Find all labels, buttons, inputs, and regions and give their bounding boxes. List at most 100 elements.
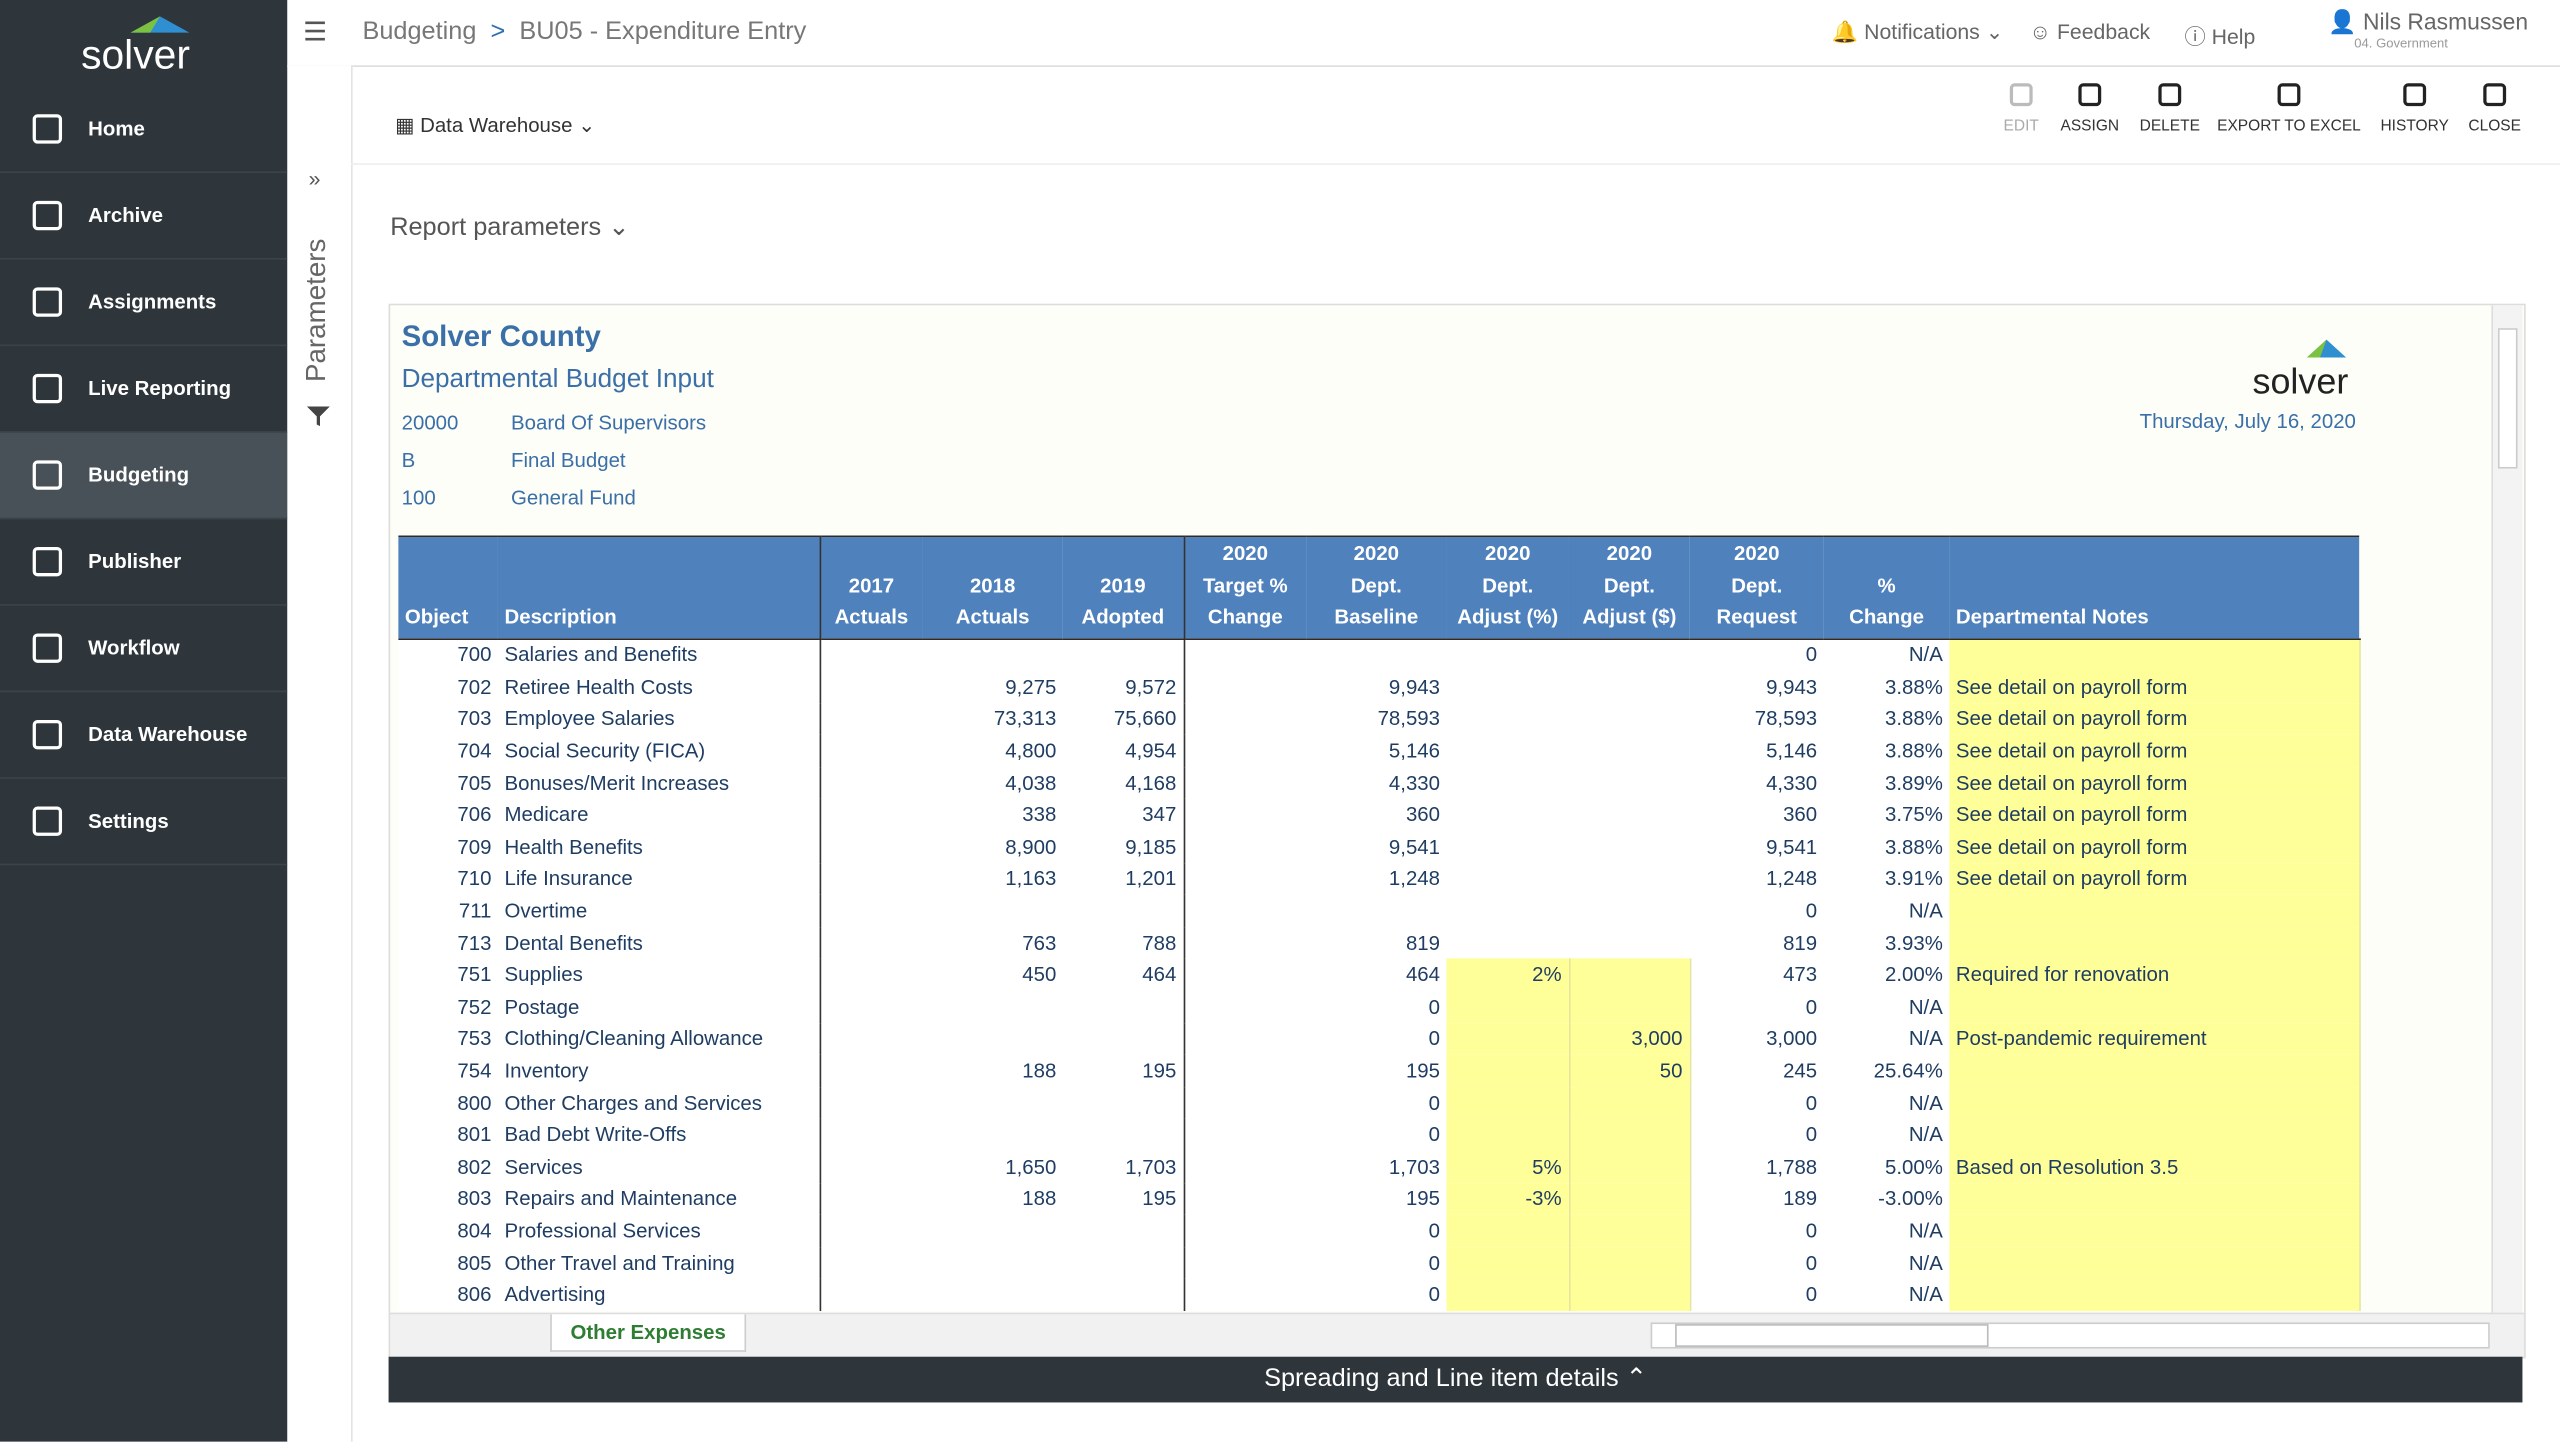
- table-cell[interactable]: 819: [1689, 927, 1824, 960]
- table-cell[interactable]: [1568, 895, 1690, 928]
- table-cell[interactable]: Based on Resolution 3.5: [1949, 1151, 2360, 1184]
- source-select[interactable]: ▦ Data Warehouse ⌄: [395, 114, 596, 138]
- table-cell[interactable]: [1446, 1119, 1570, 1152]
- table-cell[interactable]: 189: [1689, 1183, 1824, 1215]
- table-cell[interactable]: [1446, 1278, 1570, 1311]
- nav-item[interactable]: Data Warehouse: [0, 692, 288, 779]
- table-cell[interactable]: See detail on payroll form: [1949, 767, 2360, 800]
- table-cell[interactable]: N/A: [1823, 1087, 1950, 1120]
- table-cell[interactable]: 3.88%: [1823, 735, 1950, 768]
- table-cell[interactable]: -3.00%: [1823, 1183, 1950, 1215]
- table-cell[interactable]: [1568, 1119, 1691, 1152]
- table-cell[interactable]: Post-pandemic requirement: [1949, 1023, 2360, 1056]
- table-cell[interactable]: [1568, 1246, 1691, 1279]
- table-cell[interactable]: [1949, 1055, 2360, 1088]
- table-cell[interactable]: 0: [1689, 1087, 1824, 1120]
- table-cell[interactable]: [1568, 927, 1690, 960]
- table-cell[interactable]: [1446, 703, 1569, 736]
- nav-item[interactable]: Budgeting: [0, 432, 288, 520]
- table-cell[interactable]: N/A: [1823, 1023, 1950, 1056]
- table-cell[interactable]: [1446, 863, 1569, 896]
- table-cell[interactable]: [1949, 1183, 2360, 1215]
- table-cell[interactable]: [1568, 735, 1690, 768]
- v-scrollbar[interactable]: [2491, 305, 2523, 1315]
- nav-item[interactable]: Live Reporting: [0, 346, 288, 433]
- table-cell[interactable]: [1949, 638, 2360, 672]
- table-cell[interactable]: [1568, 1151, 1691, 1184]
- table-cell[interactable]: 2.00%: [1823, 959, 1950, 992]
- nav-item[interactable]: Publisher: [0, 519, 288, 606]
- table-cell[interactable]: N/A: [1823, 638, 1950, 672]
- table-cell[interactable]: [1446, 671, 1569, 704]
- table-cell[interactable]: See detail on payroll form: [1949, 735, 2360, 768]
- toolbar-action[interactable]: ASSIGN: [2016, 82, 2163, 136]
- table-cell[interactable]: [1446, 831, 1569, 864]
- nav-item[interactable]: Assignments: [0, 260, 288, 347]
- table-cell[interactable]: 3.89%: [1823, 767, 1950, 800]
- table-cell[interactable]: 0: [1689, 1246, 1824, 1279]
- table-cell[interactable]: [1446, 927, 1569, 960]
- table-cell[interactable]: N/A: [1823, 1246, 1950, 1279]
- help[interactable]: ⓘ Help: [2184, 24, 2256, 49]
- parameters-label[interactable]: Parameters: [300, 238, 332, 383]
- table-cell[interactable]: [1446, 1087, 1570, 1120]
- table-cell[interactable]: See detail on payroll form: [1949, 671, 2360, 704]
- menu-icon[interactable]: [304, 20, 327, 43]
- table-cell[interactable]: [1446, 799, 1569, 832]
- table-cell[interactable]: [1568, 671, 1690, 704]
- nav-item[interactable]: Archive: [0, 173, 288, 260]
- feedback[interactable]: ☺ Feedback: [2029, 19, 2151, 45]
- table-cell[interactable]: [1568, 863, 1690, 896]
- table-cell[interactable]: [1568, 703, 1690, 736]
- table-cell[interactable]: [1568, 638, 1690, 672]
- table-cell[interactable]: 25.64%: [1823, 1055, 1950, 1088]
- table-cell[interactable]: 1,248: [1689, 863, 1824, 896]
- table-cell[interactable]: 3.75%: [1823, 799, 1950, 832]
- toolbar-action[interactable]: EXPORT TO EXCEL: [2216, 82, 2363, 136]
- table-cell[interactable]: [1568, 959, 1691, 992]
- nav-item[interactable]: Settings: [0, 779, 288, 866]
- table-cell[interactable]: [1446, 735, 1569, 768]
- table-cell[interactable]: [1446, 638, 1569, 672]
- table-cell[interactable]: See detail on payroll form: [1949, 831, 2360, 864]
- crumb[interactable]: Budgeting: [362, 17, 477, 46]
- table-cell[interactable]: See detail on payroll form: [1949, 863, 2360, 896]
- notifications[interactable]: 🔔 Notifications ⌄: [1831, 19, 2004, 45]
- table-cell[interactable]: 50: [1568, 1055, 1691, 1088]
- user[interactable]: 👤 Nils Rasmussen 04. Government: [2328, 8, 2529, 51]
- table-cell[interactable]: 360: [1689, 799, 1824, 832]
- filter-icon[interactable]: [305, 405, 331, 428]
- toolbar-action[interactable]: DELETE: [2096, 82, 2243, 136]
- nav-item[interactable]: Workflow: [0, 606, 288, 693]
- table-cell[interactable]: 473: [1689, 959, 1824, 992]
- table-cell[interactable]: [1568, 1183, 1691, 1215]
- table-cell[interactable]: -3%: [1446, 1183, 1570, 1215]
- table-cell[interactable]: N/A: [1823, 895, 1950, 928]
- table-cell[interactable]: See detail on payroll form: [1949, 799, 2360, 832]
- table-cell[interactable]: [1446, 1214, 1570, 1247]
- table-cell[interactable]: [1949, 927, 2360, 960]
- table-cell[interactable]: See detail on payroll form: [1949, 703, 2360, 736]
- table-cell[interactable]: [1568, 1278, 1691, 1311]
- h-scrollbar[interactable]: [1650, 1322, 2490, 1349]
- table-cell[interactable]: [1949, 1214, 2360, 1247]
- table-cell[interactable]: [1446, 1246, 1570, 1279]
- expand-icon[interactable]: »: [308, 166, 321, 192]
- table-cell[interactable]: 0: [1689, 1278, 1824, 1311]
- table-cell[interactable]: [1949, 1246, 2360, 1279]
- table-cell[interactable]: 3.88%: [1823, 671, 1950, 704]
- table-cell[interactable]: 245: [1689, 1055, 1824, 1088]
- toolbar-action[interactable]: CLOSE: [2421, 82, 2560, 136]
- table-cell[interactable]: 2%: [1446, 959, 1570, 992]
- table-cell[interactable]: [1568, 1214, 1691, 1247]
- table-cell[interactable]: [1568, 767, 1690, 800]
- table-cell[interactable]: N/A: [1823, 1119, 1950, 1152]
- table-cell[interactable]: 4,330: [1689, 767, 1824, 800]
- table-cell[interactable]: 9,943: [1689, 671, 1824, 704]
- table-cell[interactable]: 0: [1689, 638, 1824, 672]
- table-cell[interactable]: 0: [1689, 1214, 1824, 1247]
- table-cell[interactable]: [1949, 895, 2360, 928]
- report-parameters[interactable]: Report parameters ⌄: [390, 213, 630, 242]
- table-cell[interactable]: 3,000: [1689, 1023, 1824, 1056]
- details-bar[interactable]: Spreading and Line item details ⌃: [388, 1356, 2523, 1403]
